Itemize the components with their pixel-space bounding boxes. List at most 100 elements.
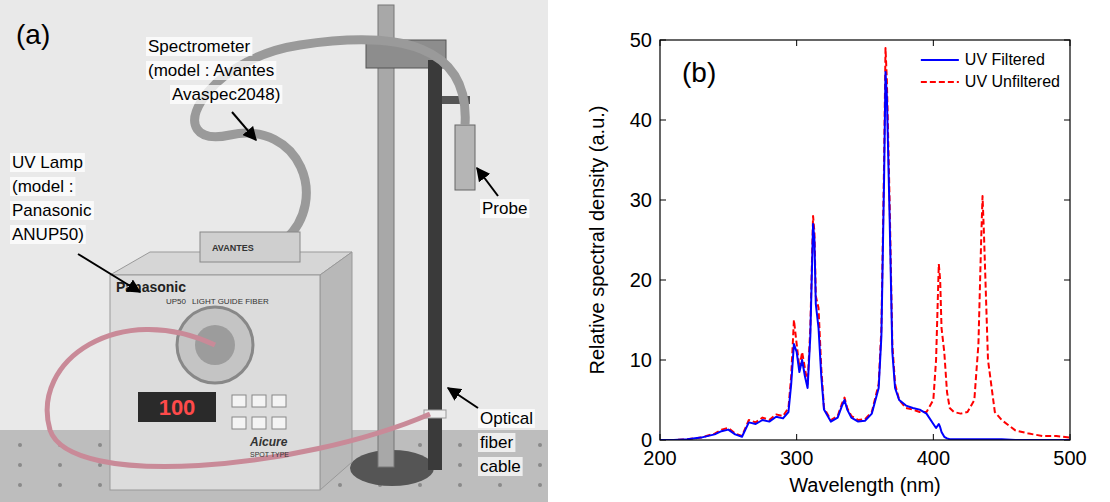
panel-label: (b) — [682, 57, 716, 88]
annotation: Panasonic — [12, 201, 92, 220]
device-text: Aicure — [249, 435, 288, 449]
table-hole — [498, 483, 502, 487]
device-text: AVANTES — [212, 243, 254, 253]
annotation-ground — [10, 225, 86, 244]
y-tick — [660, 200, 666, 201]
y-tick — [660, 360, 666, 361]
y-tick — [1064, 200, 1070, 201]
y-tick — [660, 280, 666, 281]
y-tick — [1064, 280, 1070, 281]
annotation: Probe — [482, 199, 527, 218]
legend-swatch — [921, 81, 959, 83]
device-text: UP50 — [166, 297, 187, 306]
annotation: Optical — [480, 409, 533, 428]
table-hole — [338, 483, 342, 487]
annotation: Spectrometer — [148, 37, 250, 56]
probe — [455, 125, 475, 190]
x-tick-label: 500 — [1053, 447, 1086, 469]
lamp-button — [252, 417, 266, 429]
y-tick-label: 0 — [641, 429, 652, 451]
table-hole — [458, 483, 462, 487]
series-group — [660, 48, 1070, 440]
x-tick — [796, 40, 797, 46]
table-hole — [98, 483, 102, 487]
plot-frame — [660, 40, 1070, 440]
annotation: Avaspec2048) — [172, 85, 280, 104]
lamp-button — [272, 417, 286, 429]
legend-label: UV Filtered — [965, 51, 1045, 68]
y-tick-label: 50 — [630, 29, 652, 51]
annotation-ground — [170, 85, 282, 104]
annotation-ground — [10, 177, 75, 196]
annotation: fiber — [480, 433, 513, 452]
table-hole — [58, 463, 62, 467]
lamp-button — [252, 395, 266, 407]
lamp-button — [232, 417, 246, 429]
annotation-arrow — [448, 388, 478, 408]
chart-panel: 20030040050001020304050Wavelength (nm)Re… — [586, 29, 1087, 496]
annotation-ground — [478, 457, 523, 476]
spectrometer-box — [200, 232, 300, 262]
lamp-button — [232, 395, 246, 407]
x-tick — [933, 40, 934, 46]
photo-background — [0, 0, 548, 502]
x-tick — [796, 434, 797, 440]
plot-background — [660, 40, 1070, 440]
table-hole — [418, 483, 422, 487]
annotation-arrow — [477, 168, 498, 196]
annotation-ground — [480, 199, 529, 218]
y-tick — [660, 120, 666, 121]
y-tick — [1064, 120, 1070, 121]
y-tick-label: 10 — [630, 349, 652, 371]
series-line — [660, 48, 1070, 440]
table-hole — [538, 483, 542, 487]
x-axis-title: Wavelength (nm) — [789, 474, 941, 496]
annotation-ground — [146, 37, 252, 56]
table-hole — [18, 443, 22, 447]
vertical-bar — [428, 60, 442, 470]
table-hole — [538, 463, 542, 467]
lamp-button — [272, 395, 286, 407]
device-text: Panasonic — [116, 279, 186, 295]
photo-panel: Panasonic UP50 LIGHT GUIDE FIBER Aicure SPOT… — [0, 0, 548, 502]
annotation-ground — [478, 409, 535, 428]
device-text: 100 — [159, 395, 196, 420]
table-hole — [98, 443, 102, 447]
legend-label: UV Unfiltered — [965, 73, 1060, 90]
annotation-ground — [10, 153, 85, 172]
annotation: cable — [480, 457, 521, 476]
table-hole — [458, 463, 462, 467]
x-tick — [933, 434, 934, 440]
annotation: ANUP50) — [12, 225, 84, 244]
table-hole — [18, 463, 22, 467]
lamp-display — [138, 392, 216, 422]
y-tick-label: 30 — [630, 189, 652, 211]
annotation-arrow — [78, 254, 140, 292]
table-hole — [18, 483, 22, 487]
table-hole — [538, 443, 542, 447]
device-text: LIGHT GUIDE FIBER — [192, 297, 269, 306]
x-tick-label: 300 — [780, 447, 813, 469]
annotation-arrow — [232, 112, 256, 140]
lamp-cable — [47, 329, 430, 466]
x-tick-label: 400 — [917, 447, 950, 469]
table-hole — [58, 483, 62, 487]
annotation-ground — [146, 61, 276, 80]
stand-pole — [378, 5, 394, 467]
lamp-side — [320, 252, 352, 490]
table-hole — [458, 443, 462, 447]
y-axis-title: Relative spectral density (a.u.) — [586, 105, 608, 374]
y-tick-label: 40 — [630, 109, 652, 131]
table-hole — [418, 443, 422, 447]
figure: Panasonic UP50 LIGHT GUIDE FIBER Aicure SPOT… — [0, 0, 1110, 502]
legend-swatch — [921, 59, 959, 61]
annotation: (model : Avantes — [148, 61, 274, 80]
annotation-ground — [10, 201, 94, 220]
lamp-front — [110, 275, 320, 490]
panel-label: (a) — [16, 19, 50, 50]
annotation: UV Lamp — [12, 153, 83, 172]
legend: UV Filtered UV Unfiltered — [921, 51, 1060, 90]
y-tick-label: 20 — [630, 269, 652, 291]
annotation-ground — [478, 433, 515, 452]
device-text: SPOT TYPE — [250, 451, 289, 458]
